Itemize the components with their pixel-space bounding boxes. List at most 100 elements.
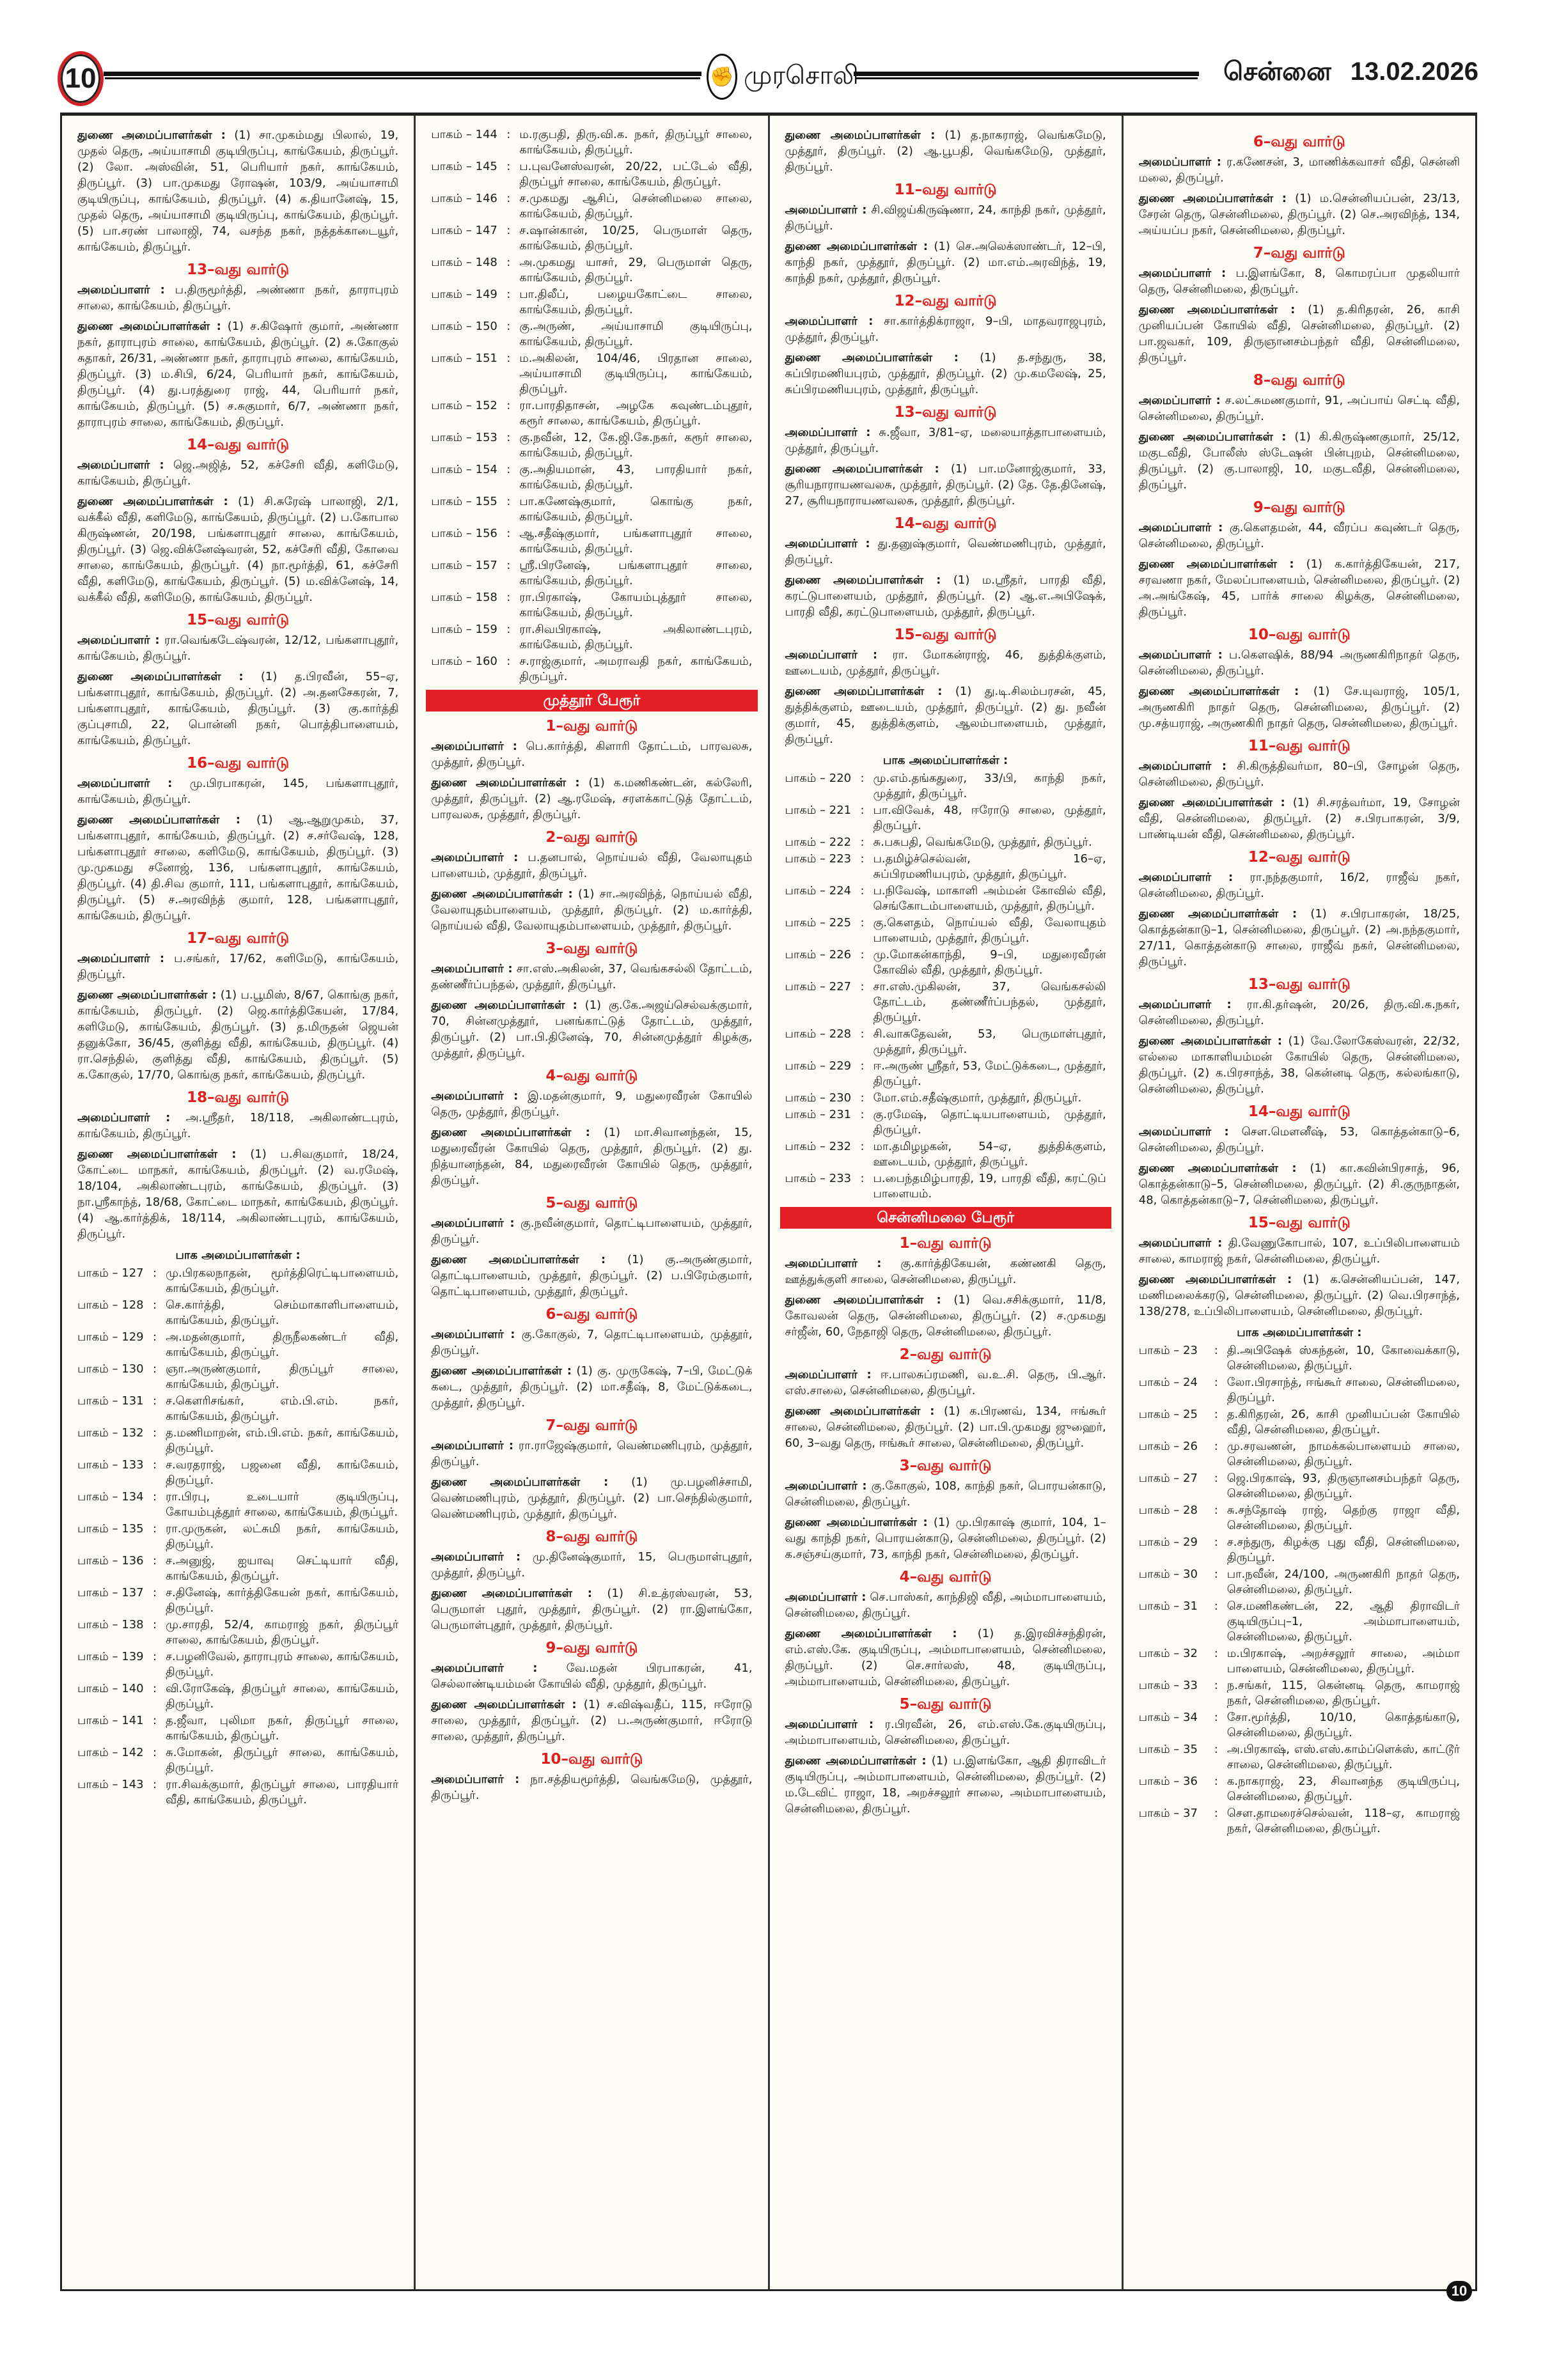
booth-organizer: சு.மோகன், திருப்பூர் சாலை, காங்கேயம், தி…	[166, 1746, 399, 1775]
booth-entry: பாகம் – 223: ப.தமிழ்ச்செல்வன், 16–ஏ, சுப்…	[785, 852, 1106, 882]
booth-organizer: கு.அதியமான், 43, பாரதியார் நகர், காங்கேய…	[519, 463, 753, 492]
entry-text: (1) க.மணிகண்டன், கல்லேரி, முத்தூர், திரு…	[431, 776, 753, 821]
separator: :	[1214, 1376, 1218, 1389]
separator: :	[1214, 1472, 1218, 1485]
organizer-entry: அமைப்பாளர் : து.தனுஷ்குமார், வெண்மணிபுரம…	[785, 536, 1106, 568]
booth-no: 130	[121, 1362, 144, 1376]
ward-heading: 14–வது வார்டு	[894, 515, 997, 532]
separator: :	[506, 320, 511, 333]
ward-heading: 10–வது வார்டு	[1248, 626, 1351, 643]
booth-prefix: பாகம் –	[785, 1027, 826, 1041]
deputy-organizers-entry: துணை அமைப்பாளர்கள் : (1) க.சென்னியப்பன்,…	[1139, 1272, 1460, 1319]
ward-heading: 4–வது வார்டு	[545, 1068, 638, 1084]
deputy-organizers-entry: துணை அமைப்பாளர்கள் : (1) கு.அருண்குமார்,…	[431, 1252, 752, 1300]
deputy-organizers-entry: துணை அமைப்பாளர்கள் : (1) த.கிரிதரன், 26,…	[1139, 302, 1460, 366]
booth-prefix: பாகம் –	[785, 948, 826, 961]
booth-no: 229	[829, 1059, 852, 1073]
entry-label: துணை அமைப்பாளர்கள் :	[785, 1627, 957, 1640]
booth-prefix: பாகம் –	[77, 1298, 118, 1312]
entry-text: ப.சங்கர், 17/62, களிமேடு, காங்கேயம், திர…	[77, 952, 399, 981]
separator: :	[506, 623, 511, 636]
entry-label: அமைப்பாளர் :	[1138, 521, 1223, 534]
entry-label: அமைப்பாளர் :	[431, 1439, 514, 1452]
separator: :	[506, 288, 511, 301]
entry-label: துணை அமைப்பாளர்கள் :	[77, 1147, 237, 1161]
separator: :	[153, 1490, 157, 1504]
booth-number: பாகம் – 156	[431, 526, 506, 557]
booth-prefix: பாகம் –	[77, 1650, 118, 1663]
booth-entry: பாகம் – 36: க.நாகராஜ், 23, சிவானந்த குடிய…	[1139, 1774, 1460, 1805]
entry-label: அமைப்பாளர் :	[77, 458, 164, 472]
booth-organizer: பா.விவேக், 48, ஈரோடு சாலை, முத்தூர், திர…	[873, 804, 1106, 832]
separator: :	[506, 591, 511, 604]
booth-organizer: ச.வரதராஜ், பஜனை வீதி, காங்கேயம், திருப்ப…	[166, 1458, 399, 1487]
booth-no: 133	[121, 1458, 144, 1472]
booth-no: 154	[475, 463, 497, 476]
booth-entry: பாகம் – 138: மு.சாரதி, 52/4, காமராஜ் நகர்…	[77, 1617, 398, 1648]
booth-number: பாகம் – 229	[785, 1059, 861, 1089]
booth-number: பாகம் – 221	[785, 803, 861, 834]
separator: :	[1214, 1743, 1218, 1756]
booth-entry: பாகம் – 144: ம.ரகுபதி, திரு.வி.க. நகர், த…	[431, 127, 752, 158]
entry-label: துணை அமைப்பாளர்கள் :	[1138, 1273, 1292, 1286]
entry-text: ஜெ.அஜித், 52, கச்சேரி வீதி, களிமேடு, காங…	[77, 458, 399, 488]
ward-heading: 18–வது வார்டு	[187, 1089, 290, 1106]
entry-label: துணை அமைப்பாளர்கள் :	[785, 1754, 927, 1768]
booth-entry: பாகம் – 37: சௌ.தாமரைச்செல்வன், 118–ஏ, காம…	[1139, 1806, 1460, 1837]
separator: :	[506, 128, 511, 141]
booth-no: 223	[829, 852, 852, 866]
ward-heading: 6–வது வார்டு	[1253, 134, 1345, 150]
booth-no: 141	[121, 1714, 144, 1727]
organizer-entry: அமைப்பாளர் : ப.தனபால், நொய்யல் வீதி, வேல…	[431, 850, 752, 882]
entry-text: (1) ப.சிவகுமார், 18/24, கோட்டை மாநகர், க…	[77, 1147, 399, 1241]
edition-city: சென்னை	[1223, 58, 1331, 86]
deputy-organizers-entry: துணை அமைப்பாளர்கள் : (1) சா.முகம்மது பில…	[77, 127, 398, 255]
entry-label: துணை அமைப்பாளர்கள் :	[1138, 1162, 1297, 1175]
separator: :	[153, 1458, 157, 1472]
booth-prefix: பாகம் –	[785, 1140, 826, 1153]
separator: :	[506, 224, 511, 237]
entry-text: சௌ.மௌனீஷ், 53, கொத்தன்காடு–6, சென்னிமலை,…	[1138, 1125, 1460, 1155]
booth-no: 152	[475, 399, 497, 412]
organizer-entry: அமைப்பாளர் : கு.கௌதமன், 44, வீரப்ப கவுண்…	[1139, 520, 1460, 552]
booth-no: 129	[121, 1330, 144, 1344]
ward-heading: 5–வது வார்டு	[545, 1195, 638, 1211]
entry-label: அமைப்பாளர் :	[1138, 1236, 1223, 1250]
booth-prefix: பாகம் –	[1138, 1775, 1180, 1788]
separator: :	[1214, 1711, 1218, 1724]
booth-number: பாகம் – 140	[77, 1681, 153, 1712]
deputy-organizers-entry: துணை அமைப்பாளர்கள் : (1) க.பிரணவ், 134, …	[785, 1403, 1106, 1451]
booth-entry: பாகம் – 25: த.கிரிதரன், 26, காசி முனியப்ப…	[1139, 1407, 1460, 1438]
entry-label: அமைப்பாளர் :	[785, 203, 867, 217]
separator: :	[506, 431, 511, 444]
booth-number: பாகம் – 142	[77, 1745, 153, 1776]
entry-label: துணை அமைப்பாளர்கள் :	[1138, 303, 1296, 316]
booth-organizer: ப.நிவேஷ், மாகாளி அம்மன் கோவில் வீதி, செங…	[873, 884, 1106, 913]
separator: :	[153, 1586, 157, 1599]
entry-text: செ.பாஸ்கர், காந்திஜி வீதி, அம்மாபாளையம்,…	[785, 1591, 1106, 1620]
booth-prefix: பாகம் –	[77, 1426, 118, 1440]
booth-prefix: பாகம் –	[785, 1059, 826, 1073]
entry-label: துணை அமைப்பாளர்கள் :	[431, 1587, 592, 1600]
booth-entry: பாகம் – 148: அ.முகமது யாசர், 29, பெருமாள்…	[431, 255, 752, 286]
booth-prefix: பாகம் –	[1138, 1711, 1180, 1724]
entry-label: அமைப்பாளர் :	[1138, 155, 1221, 169]
entry-text: (1) க.பிரணவ், 134, ஈங்கூர் சாலை, சென்னிம…	[785, 1404, 1106, 1450]
entry-text: (1) வே.லோகேஸ்வரன், 22/32, எல்லை மாகாளியம…	[1138, 1034, 1460, 1096]
entry-label: துணை அமைப்பாளர்கள் :	[1138, 796, 1285, 809]
booth-no: 232	[829, 1140, 852, 1153]
separator: :	[860, 980, 865, 993]
organizer-entry: அமைப்பாளர் : வே.மதன் பிரபாகரன், 41, செல்…	[431, 1660, 752, 1692]
organizer-entry: அமைப்பாளர் : கு.கோகுல், 7, தொட்டிபாளையம்…	[431, 1326, 752, 1358]
booth-number: பாகம் – 152	[431, 398, 506, 429]
booth-entry: பாகம் – 230: மோ.எம்.சதீஷ்குமார், முத்தூர்…	[785, 1091, 1106, 1106]
booth-entry: பாகம் – 27: ஜெ.பிரகாஷ், 93, திருஞானசம்பந்…	[1139, 1471, 1460, 1502]
entry-label: துணை அமைப்பாளர்கள் :	[431, 999, 577, 1012]
rising-sun-emblem-icon: ✊	[707, 54, 737, 100]
entry-text: வே.மதன் பிரபாகரன், 41, செல்லாண்டியம்மன் …	[431, 1661, 753, 1691]
separator: :	[860, 948, 865, 961]
entry-label: துணை அமைப்பாளர்கள் :	[431, 1253, 606, 1266]
entry-text: (1) த.சந்துரு, 38, சுப்பிரமணியபுரம், முத…	[785, 351, 1106, 396]
booth-entry: பாகம் – 35: அ.பிரகாஷ், எஸ்.எஸ்.காம்ப்ளெக்…	[1139, 1742, 1460, 1773]
separator: :	[153, 1522, 157, 1536]
